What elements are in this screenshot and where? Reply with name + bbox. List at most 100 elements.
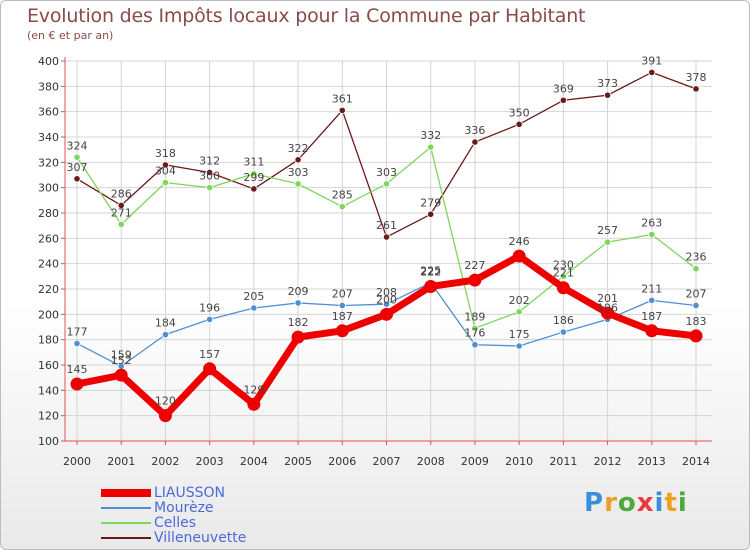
data-label: 157	[199, 348, 220, 361]
legend-label: Mourèze	[154, 500, 214, 516]
logo-letter: P	[584, 488, 605, 518]
x-tick-label: 2012	[594, 455, 622, 468]
data-point	[559, 96, 567, 104]
logo-letter: x	[636, 488, 655, 518]
series-group	[70, 68, 703, 423]
data-point	[203, 362, 217, 376]
x-tick-label: 2001	[107, 455, 135, 468]
data-label: 152	[111, 354, 132, 367]
data-label: 202	[509, 294, 530, 307]
y-tick-label: 320	[38, 156, 59, 169]
data-label: 177	[67, 325, 88, 338]
data-point	[161, 161, 170, 169]
data-point	[294, 180, 302, 188]
data-label: 145	[67, 363, 88, 376]
x-tick-label: 2013	[638, 455, 666, 468]
data-label: 186	[553, 314, 574, 327]
data-label: 286	[111, 187, 132, 200]
legend-swatch	[101, 537, 151, 539]
legend-label: Villeneuvette	[154, 530, 247, 546]
data-point	[382, 233, 391, 241]
y-tick-label: 300	[38, 182, 59, 195]
proxiti-logo: Proxiti	[584, 488, 688, 518]
data-point	[158, 409, 172, 423]
data-point	[161, 330, 170, 339]
data-point	[427, 143, 435, 151]
data-label: 183	[686, 315, 707, 328]
data-point	[648, 230, 656, 239]
data-label: 187	[641, 310, 662, 323]
data-label: 189	[464, 310, 485, 323]
data-label: 303	[376, 166, 397, 179]
data-point	[117, 220, 125, 228]
x-tick-label: 2014	[682, 455, 710, 468]
x-tick-labels: 2000 2001 2002 2003 2004 2005 2006 2007 2008 2009…	[63, 455, 710, 468]
data-label: 299	[243, 171, 264, 184]
data-point	[335, 324, 349, 338]
data-label: 285	[332, 189, 353, 202]
data-point	[603, 238, 612, 246]
chart-title: Evolution des Impôts locaux pour la Comm…	[27, 5, 586, 27]
data-label: 120	[155, 395, 176, 408]
data-point	[338, 301, 346, 310]
data-point	[294, 299, 302, 307]
y-tick-label: 400	[38, 55, 59, 68]
data-point	[689, 329, 703, 343]
data-label: 222	[420, 265, 441, 278]
data-label: 176	[464, 327, 485, 340]
x-tick-label: 2003	[196, 455, 224, 468]
data-label: 312	[199, 154, 220, 167]
data-point	[471, 341, 479, 349]
data-label: 208	[376, 286, 397, 299]
data-point	[424, 279, 438, 293]
data-point	[382, 300, 391, 308]
x-tick-label: 2008	[417, 455, 445, 468]
y-tick-label: 140	[38, 384, 59, 397]
series-villeneuvette	[73, 68, 700, 241]
x-tick-label: 2004	[240, 455, 268, 468]
legend-item-liausson: LIAUSSON	[101, 485, 401, 501]
data-label: 257	[597, 224, 618, 237]
data-label: 207	[332, 287, 353, 300]
y-tick-label: 220	[38, 283, 59, 296]
data-point	[645, 324, 659, 338]
logo-letter: r	[604, 488, 618, 518]
y-tick-label: 380	[38, 80, 59, 93]
data-point	[648, 68, 656, 77]
data-label: 300	[199, 170, 220, 183]
legend-item-villeneuvette: Villeneuvette	[101, 530, 401, 546]
y-tick-label: 200	[38, 308, 59, 321]
data-point	[161, 179, 170, 187]
data-point	[382, 180, 391, 188]
y-tick-label: 100	[38, 435, 59, 448]
axes	[61, 57, 712, 445]
data-point	[114, 368, 128, 382]
data-point	[515, 120, 523, 128]
data-point	[70, 377, 84, 391]
logo-letter: o	[617, 488, 637, 518]
x-tick-label: 2011	[549, 455, 577, 468]
logo-letter: i	[677, 488, 688, 518]
data-label: 182	[288, 316, 309, 329]
data-label: 378	[686, 71, 707, 84]
data-point	[468, 273, 482, 287]
y-tick-label: 340	[38, 131, 59, 144]
data-point	[250, 170, 258, 178]
data-point	[515, 342, 523, 350]
y-tick-label: 160	[38, 359, 59, 372]
data-label: 201	[597, 292, 618, 305]
series-liausson	[70, 249, 703, 423]
legend-label: LIAUSSON	[154, 485, 226, 501]
legend-swatch	[101, 489, 151, 497]
data-label: 246	[509, 235, 530, 248]
grid-lines	[65, 60, 712, 442]
data-point	[206, 315, 214, 323]
data-label: 261	[376, 219, 397, 232]
data-point	[601, 306, 615, 320]
data-label: 318	[155, 147, 176, 160]
data-label: 209	[288, 285, 309, 298]
data-label: 271	[111, 206, 132, 219]
data-point	[559, 272, 567, 280]
x-tick-label: 2005	[284, 455, 312, 468]
